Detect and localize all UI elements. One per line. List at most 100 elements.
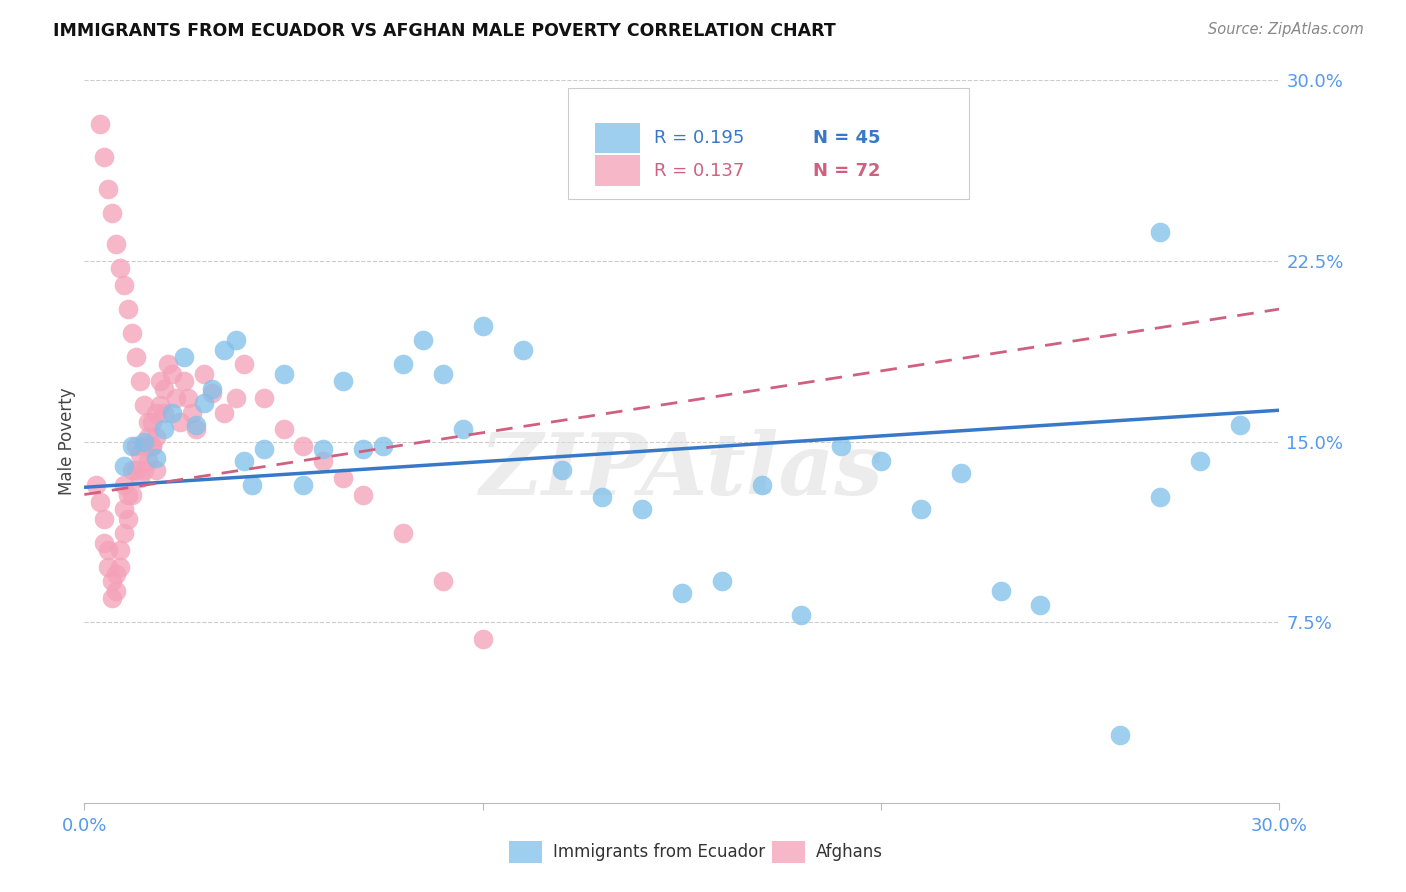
Point	[184, 417, 207, 432]
Point	[160, 367, 183, 381]
Point	[292, 478, 315, 492]
FancyBboxPatch shape	[568, 87, 969, 200]
Point	[141, 439, 163, 453]
Point	[253, 442, 276, 456]
Point	[121, 463, 143, 477]
Point	[101, 205, 124, 219]
Point	[671, 586, 693, 600]
Point	[105, 237, 128, 252]
Point	[212, 343, 235, 357]
Point	[136, 430, 159, 444]
Point	[292, 439, 315, 453]
Point	[332, 374, 354, 388]
Point	[273, 422, 295, 436]
Point	[132, 398, 156, 412]
Point	[273, 367, 295, 381]
Point	[591, 490, 613, 504]
Point	[225, 391, 247, 405]
Text: Source: ZipAtlas.com: Source: ZipAtlas.com	[1208, 22, 1364, 37]
Point	[101, 574, 124, 589]
Point	[1229, 417, 1251, 432]
Point	[253, 391, 276, 405]
Point	[910, 502, 932, 516]
Point	[551, 463, 574, 477]
Y-axis label: Male Poverty: Male Poverty	[58, 388, 76, 495]
Bar	[509, 841, 543, 863]
Point	[125, 439, 148, 453]
Point	[232, 454, 254, 468]
Text: ZIPAtlas: ZIPAtlas	[479, 429, 884, 512]
Point	[432, 574, 454, 589]
Text: R = 0.195: R = 0.195	[654, 129, 745, 147]
Point	[990, 583, 1012, 598]
Text: N = 45: N = 45	[814, 129, 882, 147]
Point	[105, 583, 128, 598]
Point	[121, 326, 143, 340]
Bar	[595, 123, 640, 153]
Text: IMMIGRANTS FROM ECUADOR VS AFGHAN MALE POVERTY CORRELATION CHART: IMMIGRANTS FROM ECUADOR VS AFGHAN MALE P…	[53, 22, 837, 40]
Point	[751, 478, 773, 492]
Point	[145, 406, 167, 420]
Point	[89, 117, 111, 131]
Point	[153, 422, 176, 436]
Point	[117, 487, 139, 501]
Point	[332, 470, 354, 484]
Point	[149, 374, 172, 388]
Point	[830, 439, 852, 453]
Bar	[772, 841, 806, 863]
Point	[125, 350, 148, 364]
Point	[184, 422, 207, 436]
Point	[212, 406, 235, 420]
Point	[132, 434, 156, 449]
Point	[110, 542, 132, 557]
Point	[225, 334, 247, 348]
Point	[141, 415, 163, 429]
Point	[451, 422, 474, 436]
Point	[145, 463, 167, 477]
Point	[93, 511, 115, 525]
Text: R = 0.137: R = 0.137	[654, 161, 745, 179]
Point	[201, 386, 224, 401]
Point	[112, 277, 135, 292]
Point	[392, 358, 415, 372]
Point	[112, 526, 135, 541]
Text: Afghans: Afghans	[815, 843, 883, 861]
Text: Immigrants from Ecuador: Immigrants from Ecuador	[553, 843, 765, 861]
Point	[89, 494, 111, 508]
Point	[129, 446, 152, 460]
Point	[112, 502, 135, 516]
Point	[97, 542, 120, 557]
Point	[790, 607, 813, 622]
Point	[97, 559, 120, 574]
Point	[165, 391, 187, 405]
Point	[121, 487, 143, 501]
Point	[312, 442, 335, 456]
Point	[193, 367, 215, 381]
Point	[93, 535, 115, 549]
Point	[136, 454, 159, 468]
Point	[117, 511, 139, 525]
Point	[392, 526, 415, 541]
Point	[129, 374, 152, 388]
Point	[132, 439, 156, 453]
Point	[1188, 454, 1211, 468]
Point	[160, 406, 183, 420]
Point	[373, 439, 395, 453]
Point	[157, 358, 180, 372]
Point	[193, 396, 215, 410]
Point	[141, 439, 163, 453]
Point	[110, 261, 132, 276]
Point	[97, 181, 120, 195]
Point	[1029, 599, 1052, 613]
Point	[240, 478, 263, 492]
Point	[110, 559, 132, 574]
Point	[136, 415, 159, 429]
Bar	[595, 155, 640, 186]
Point	[132, 463, 156, 477]
Point	[153, 382, 176, 396]
Point	[173, 350, 195, 364]
Point	[117, 301, 139, 317]
Point	[101, 591, 124, 605]
Point	[86, 478, 108, 492]
Point	[145, 430, 167, 444]
